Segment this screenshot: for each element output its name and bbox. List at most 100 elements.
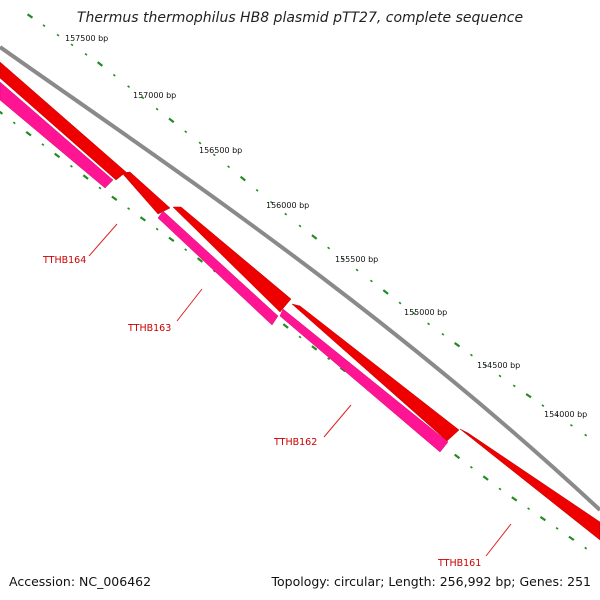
gene-label-tthb162[interactable]: TTHB162 [273, 437, 317, 448]
outer-tick-minor [369, 279, 373, 283]
outer-tick-major [311, 234, 318, 240]
inner-tick-minor [155, 227, 159, 231]
forward-strand-genes [0, 61, 600, 541]
outer-tick-minor [298, 224, 302, 228]
accession-text: Accession: NC_006462 [9, 574, 151, 589]
inner-tick-major [168, 236, 175, 243]
outer-tick-major [382, 289, 389, 295]
inner-tick-minor [298, 335, 302, 339]
outer-tick-minor [355, 268, 359, 272]
outer-tick-marks [26, 13, 588, 437]
leader-line-tthb163 [176, 288, 203, 322]
gene-arrow-tthb159-forward[interactable] [459, 428, 600, 541]
scale-label: 154000 bp [544, 410, 587, 419]
gene-label-tthb161[interactable]: TTHB161 [437, 558, 481, 569]
inner-tick-major [54, 152, 61, 159]
gene-arrow-tthb163[interactable] [157, 210, 279, 326]
scale-label: 156000 bp [266, 201, 309, 210]
outer-tick-minor [255, 189, 259, 192]
inner-tick-major [25, 131, 32, 137]
outer-tick-minor [512, 384, 516, 388]
gene-arrow-tthb162-forward[interactable] [121, 171, 171, 215]
inner-tick-major [311, 345, 318, 351]
outer-tick-minor [56, 33, 60, 37]
leader-line-tthb164 [88, 223, 118, 257]
outer-tick-minor [269, 200, 273, 204]
outer-tick-minor [212, 153, 216, 157]
outer-tick-minor [327, 246, 331, 250]
outer-tick-minor [198, 141, 202, 145]
scale-label: 155000 bp [404, 308, 447, 317]
inner-tick-marks [0, 109, 588, 550]
outer-tick-minor [541, 404, 545, 407]
outer-tick-minor [141, 96, 145, 100]
inner-tick-major [82, 174, 89, 180]
gene-arrow-tthb162[interactable] [279, 308, 449, 453]
gene-arrow-tthb164[interactable] [0, 81, 114, 189]
inner-tick-major [539, 515, 546, 522]
inner-tick-major [482, 475, 489, 481]
outer-tick-minor [127, 85, 131, 88]
outer-tick-minor [398, 301, 402, 305]
gene-arrow-tthb161-forward[interactable] [172, 206, 292, 313]
outer-tick-minor [584, 433, 588, 437]
inner-tick-major [196, 257, 204, 263]
scale-label: 156500 bp [199, 146, 242, 155]
scale-label: 155500 bp [335, 255, 378, 264]
outer-tick-minor [341, 257, 345, 261]
outer-tick-minor [284, 212, 288, 216]
inner-tick-minor [498, 487, 502, 491]
inner-tick-major [568, 535, 575, 541]
inner-tick-minor [469, 465, 473, 469]
topology-summary: Topology: circular; Length: 256,992 bp; … [271, 574, 592, 589]
inner-tick-minor [12, 121, 16, 125]
inner-tick-major [0, 109, 4, 115]
inner-tick-minor [41, 143, 45, 146]
outer-tick-minor [112, 73, 116, 77]
leader-line-tthb162 [323, 404, 352, 438]
map-title: Thermus thermophilus HB8 plasmid pTT27, … [77, 10, 523, 26]
outer-tick-minor [441, 332, 445, 336]
inner-tick-minor [527, 507, 531, 511]
outer-tick-major [26, 13, 34, 19]
outer-tick-minor [42, 24, 46, 27]
inner-tick-minor [98, 186, 102, 190]
reverse-strand-genes [0, 81, 449, 453]
outer-tick-minor [469, 353, 473, 357]
outer-tick-minor [498, 374, 502, 378]
scale-label: 154500 bp [477, 361, 520, 370]
inner-tick-major [454, 453, 461, 460]
outer-tick-minor [412, 312, 416, 315]
gene-label-tthb163[interactable]: TTHB163 [127, 323, 171, 334]
inner-tick-minor [127, 207, 131, 210]
outer-tick-minor [184, 130, 188, 134]
inner-tick-major [111, 195, 118, 201]
outer-tick-minor [70, 43, 74, 47]
inner-tick-major [511, 496, 518, 502]
gene-arrow-tthb160-forward[interactable] [291, 303, 460, 442]
inner-tick-major [139, 216, 146, 222]
outer-tick-major [525, 393, 532, 399]
inner-tick-minor [69, 164, 73, 168]
outer-tick-minor [84, 53, 88, 56]
outer-tick-minor [227, 165, 231, 169]
inner-tick-major [282, 323, 289, 329]
outer-tick-major [239, 175, 246, 182]
inner-tick-minor [184, 248, 188, 252]
sequence-backbone [0, 45, 600, 512]
inner-tick-minor [327, 357, 331, 361]
outer-tick-minor [427, 322, 431, 326]
outer-tick-major [96, 61, 104, 67]
inner-tick-minor [555, 527, 559, 530]
outer-tick-major [168, 117, 175, 124]
gene-label-tthb164[interactable]: TTHB164 [42, 255, 86, 266]
outer-tick-major [454, 342, 461, 348]
outer-tick-minor [555, 414, 559, 417]
scale-label: 157500 bp [65, 34, 108, 43]
gene-arrow-tthb163-forward[interactable] [0, 61, 127, 181]
outer-tick-minor [569, 423, 573, 427]
scale-label: 157000 bp [133, 91, 176, 100]
outer-tick-minor [484, 364, 488, 367]
leader-line-tthb161 [485, 523, 512, 557]
inner-tick-minor [584, 546, 588, 550]
